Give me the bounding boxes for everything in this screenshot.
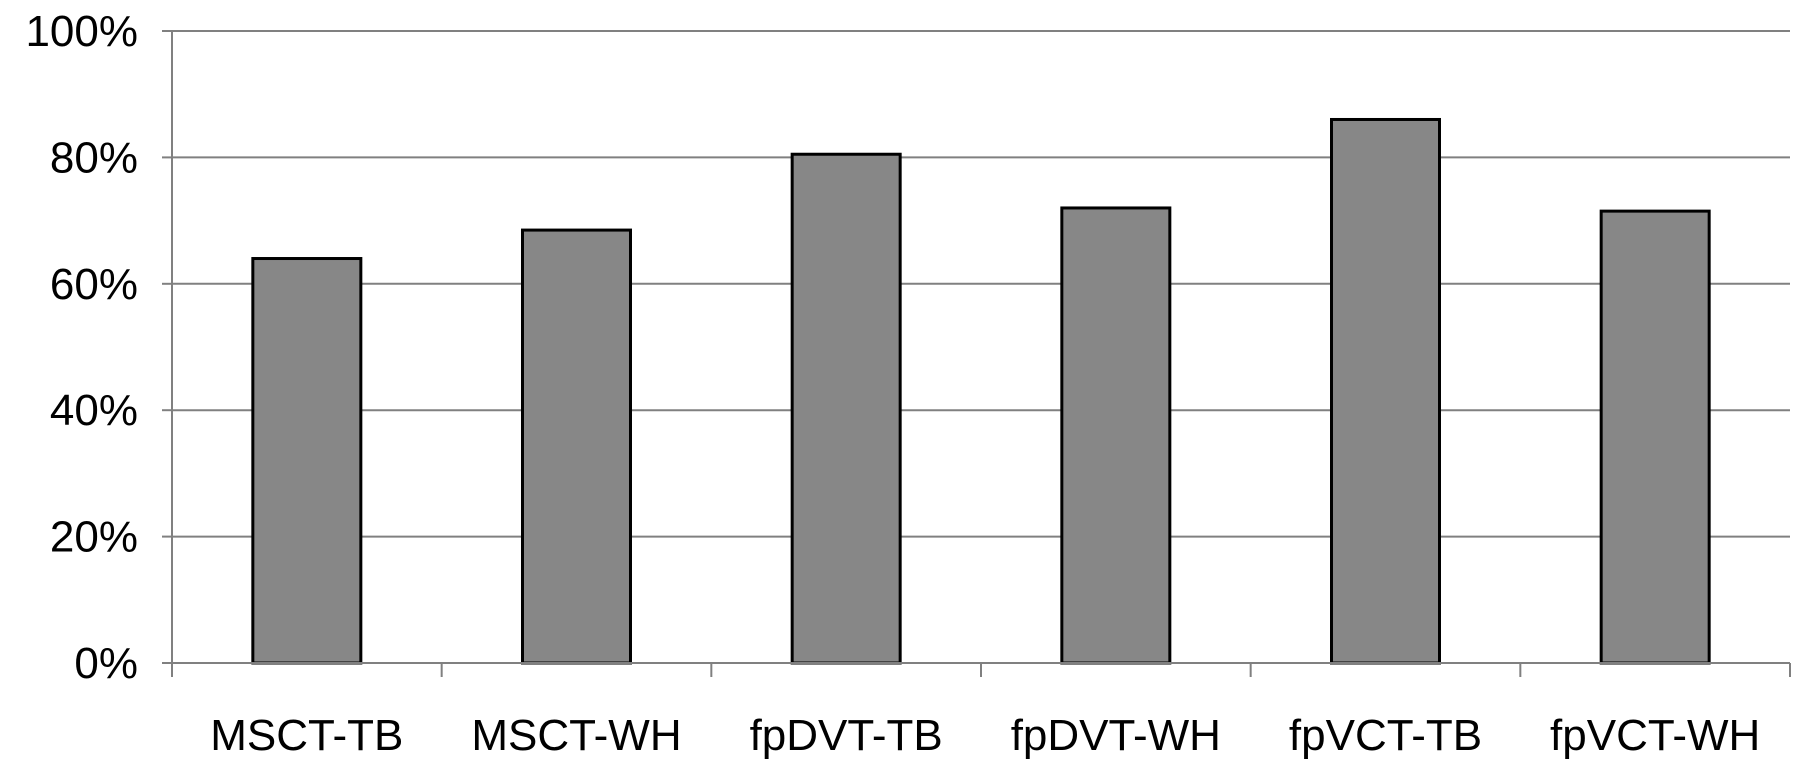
bar-fpdvt-wh	[1060, 206, 1172, 665]
bar-fpvct-wh	[1599, 209, 1711, 665]
y-axis-tick-labels: 0% 20% 40% 60% 80% 100%	[25, 7, 138, 688]
x-category-label: fpDVT-WH	[1011, 711, 1221, 760]
bar-fpdvt-tb	[790, 152, 902, 665]
gridlines	[172, 30, 1790, 538]
bars	[251, 117, 1711, 665]
bar-msct-wh	[521, 228, 632, 665]
axes	[162, 30, 1791, 677]
y-tick-label: 20%	[50, 513, 138, 562]
x-category-label: fpVCT-WH	[1550, 711, 1760, 760]
x-axis-category-labels: MSCT-TB MSCT-WH fpDVT-TB fpDVT-WH fpVCT-TB fp…	[210, 711, 1760, 760]
x-category-label: fpDVT-TB	[750, 711, 943, 760]
y-tick-label: 40%	[50, 386, 138, 435]
x-category-label: MSCT-TB	[210, 711, 403, 760]
bar-fpvct-tb	[1330, 117, 1441, 665]
y-tick-label: 80%	[50, 133, 138, 182]
y-tick-label: 0%	[74, 639, 138, 688]
y-tick-label: 100%	[25, 7, 138, 56]
y-tick-label: 60%	[50, 260, 138, 309]
bar-msct-tb	[251, 257, 363, 665]
x-category-label: fpVCT-TB	[1289, 711, 1482, 760]
x-category-label: MSCT-WH	[471, 711, 681, 760]
